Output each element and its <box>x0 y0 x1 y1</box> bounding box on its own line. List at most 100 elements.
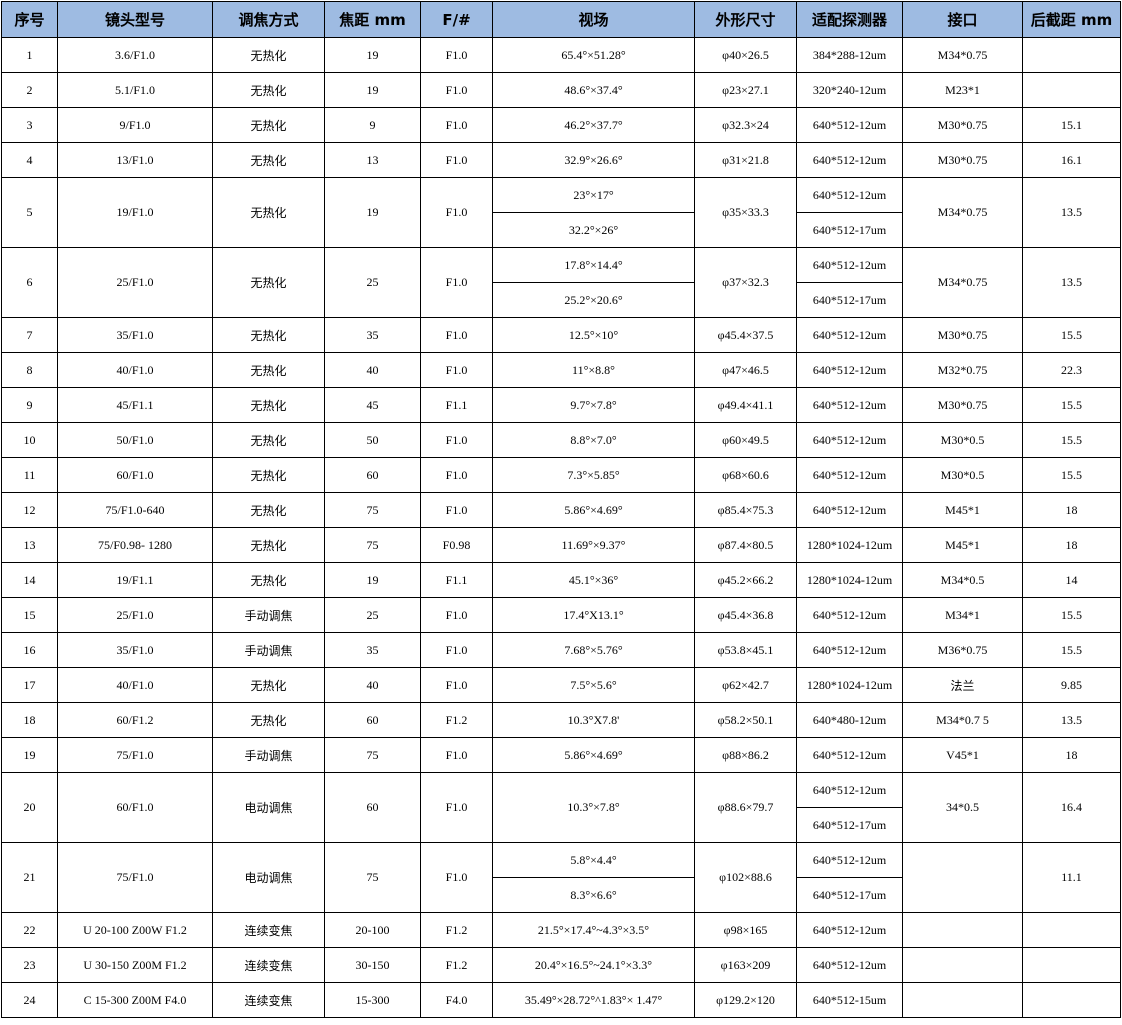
cell-f-number: F1.0 <box>420 72 493 108</box>
header-back-focal: 后截距 mm <box>1022 1 1121 38</box>
cell-focus-mode: 无热化 <box>212 457 325 493</box>
cell-dimensions: φ40×26.5 <box>694 37 797 73</box>
cell-model: 19/F1.1 <box>57 562 213 598</box>
table-row: 1 3.6/F1.0 无热化 19 F1.0 65.4°×51.28° φ40×26.5 38… <box>1 37 1121 73</box>
cell-model: 35/F1.0 <box>57 317 213 353</box>
header-focal-length: 焦距 mm <box>324 1 421 38</box>
cell-f-number: F1.0 <box>420 492 493 528</box>
cell-f-number: F4.0 <box>420 982 493 1018</box>
cell-f-number: F1.2 <box>420 912 493 948</box>
cell-model: U 20-100 Z00W F1.2 <box>57 912 213 948</box>
cell-back-focal <box>1022 72 1121 108</box>
cell-back-focal: 15.5 <box>1022 597 1121 633</box>
cell-focus-mode: 无热化 <box>212 667 325 703</box>
table-row-sub: 8.3°×6.6° 640*512-17um <box>2 877 1121 913</box>
cell-interface: M34*0.75 <box>902 247 1023 318</box>
cell-f-number: F1.2 <box>420 947 493 983</box>
cell-focal-length: 40 <box>324 352 421 388</box>
cell-dimensions: φ129.2×120 <box>694 982 797 1018</box>
cell-index: 21 <box>1 842 58 913</box>
cell-dimensions: φ47×46.5 <box>694 352 797 388</box>
cell-detector: 640*512-12um <box>796 457 903 493</box>
cell-focal-length: 19 <box>324 37 421 73</box>
header-row: 序号 镜头型号 调焦方式 焦距 mm F/# 视场 外形尺寸 适配探测器 接口 … <box>1 1 1121 38</box>
cell-dimensions: φ68×60.6 <box>694 457 797 493</box>
cell-model: 60/F1.0 <box>57 772 213 843</box>
cell-focal-length: 9 <box>324 107 421 143</box>
cell-focus-mode: 无热化 <box>212 107 325 143</box>
cell-index: 23 <box>1 947 58 983</box>
cell-detector: 640*512-12um <box>796 947 903 983</box>
cell-detector: 640*512-12um <box>796 422 903 458</box>
cell-detector: 640*512-12um <box>796 912 903 948</box>
cell-dimensions: φ85.4×75.3 <box>694 492 797 528</box>
cell-dimensions: φ32.3×24 <box>694 107 797 143</box>
cell-detector: 640*512-17um <box>796 212 903 248</box>
cell-back-focal: 15.5 <box>1022 422 1121 458</box>
cell-interface: M32*0.75 <box>902 352 1023 388</box>
table-row: 13 75/F0.98- 1280 无热化 75 F0.98 11.69°×9.37° φ8… <box>1 527 1121 563</box>
cell-fov: 32.9°×26.6° <box>492 142 695 178</box>
cell-f-number: F1.0 <box>420 737 493 773</box>
cell-f-number: F1.0 <box>420 422 493 458</box>
cell-interface: M45*1 <box>902 492 1023 528</box>
cell-fov: 5.86°×4.69° <box>492 737 695 773</box>
cell-interface <box>902 912 1023 948</box>
cell-back-focal: 22.3 <box>1022 352 1121 388</box>
cell-back-focal: 15.5 <box>1022 387 1121 423</box>
table-row-sub: 640*512-17um <box>2 807 1121 843</box>
cell-focus-mode: 无热化 <box>212 317 325 353</box>
cell-back-focal <box>1022 947 1121 983</box>
cell-focus-mode: 连续变焦 <box>212 912 325 948</box>
cell-focus-mode: 手动调焦 <box>212 632 325 668</box>
cell-interface: M34*0.75 <box>902 177 1023 248</box>
cell-dimensions: φ88×86.2 <box>694 737 797 773</box>
cell-detector: 640*512-12um <box>796 737 903 773</box>
cell-detector: 640*512-17um <box>796 877 903 913</box>
cell-index: 3 <box>1 107 58 143</box>
cell-focal-length: 30-150 <box>324 947 421 983</box>
cell-index: 17 <box>1 667 58 703</box>
cell-fov: 35.49°×28.72°^1.83°× 1.47° <box>492 982 695 1018</box>
cell-focal-length: 35 <box>324 632 421 668</box>
table-row: 5 19/F1.0 无热化 19 F1.0 23°×17° φ35×33.3 640*512-… <box>1 177 1121 248</box>
cell-interface: 34*0.5 <box>902 772 1023 843</box>
cell-interface: 法兰 <box>902 667 1023 703</box>
cell-fov: 45.1°×36° <box>492 562 695 598</box>
cell-detector: 640*512-12um <box>796 107 903 143</box>
table-row: 16 35/F1.0 手动调焦 35 F1.0 7.68°×5.76° φ53.8×45.1… <box>1 632 1121 668</box>
cell-focal-length: 60 <box>324 457 421 493</box>
cell-detector: 640*512-12um <box>796 142 903 178</box>
table-row: 19 75/F1.0 手动调焦 75 F1.0 5.86°×4.69° φ88×86.2 64… <box>1 737 1121 773</box>
cell-detector: 640*512-12um <box>796 317 903 353</box>
cell-back-focal: 18 <box>1022 492 1121 528</box>
cell-interface: M45*1 <box>902 527 1023 563</box>
cell-model: 13/F1.0 <box>57 142 213 178</box>
cell-index: 2 <box>1 72 58 108</box>
cell-focal-length: 35 <box>324 317 421 353</box>
cell-detector: 640*512-12um <box>796 632 903 668</box>
header-focus-mode: 调焦方式 <box>212 1 325 38</box>
cell-f-number: F1.0 <box>420 597 493 633</box>
cell-model: 60/F1.2 <box>57 702 213 738</box>
cell-focal-length: 50 <box>324 422 421 458</box>
cell-fov: 11.69°×9.37° <box>492 527 695 563</box>
cell-fov: 17.4°X13.1° <box>492 597 695 633</box>
cell-detector: 640*512-12um <box>796 492 903 528</box>
cell-model: 75/F0.98- 1280 <box>57 527 213 563</box>
cell-index: 1 <box>1 37 58 73</box>
table-row: 2 5.1/F1.0 无热化 19 F1.0 48.6°×37.4° φ23×27.1 320… <box>1 72 1121 108</box>
cell-detector: 640*480-12um <box>796 702 903 738</box>
cell-model: 40/F1.0 <box>57 352 213 388</box>
cell-model: 50/F1.0 <box>57 422 213 458</box>
cell-interface: M30*0.75 <box>902 107 1023 143</box>
cell-index: 15 <box>1 597 58 633</box>
cell-index: 24 <box>1 982 58 1018</box>
table-row: 11 60/F1.0 无热化 60 F1.0 7.3°×5.85° φ68×60.6 640*… <box>1 457 1121 493</box>
cell-model: 45/F1.1 <box>57 387 213 423</box>
table-row: 21 75/F1.0 电动调焦 75 F1.0 5.8°×4.4° φ102×88.6 640… <box>1 842 1121 913</box>
cell-interface: M30*0.75 <box>902 142 1023 178</box>
cell-focus-mode: 无热化 <box>212 142 325 178</box>
cell-fov: 23°×17° <box>492 177 695 213</box>
